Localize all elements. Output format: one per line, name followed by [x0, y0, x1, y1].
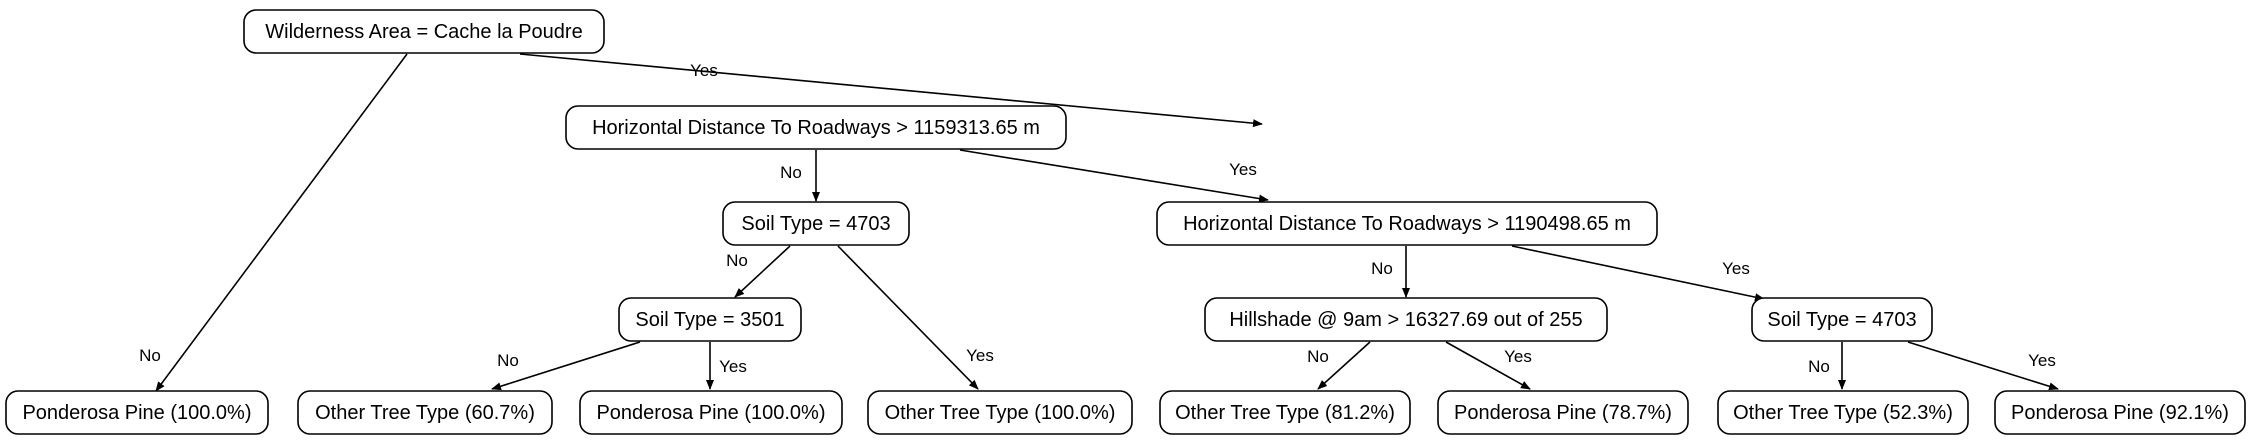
edge-arrow — [491, 341, 641, 391]
node-label: Soil Type = 4703 — [741, 213, 890, 235]
tree-node-soil4703b: Soil Type = 4703 — [1751, 297, 1933, 342]
edge-label: No — [497, 351, 519, 370]
tree-leaf-8: Ponderosa Pine (92.1%) — [1994, 390, 2246, 435]
node-label: Horizontal Distance To Roadways > 115931… — [592, 117, 1040, 139]
node-label: Hillshade @ 9am > 16327.69 out of 255 — [1229, 309, 1582, 331]
edge-soil3501-to-leaf2: No — [491, 341, 641, 391]
edge-hdist1-to-soil4703a: No — [780, 150, 820, 202]
edge-arrow — [1907, 341, 2059, 391]
node-label: Horizontal Distance To Roadways > 119049… — [1183, 213, 1631, 235]
edge-hill-to-leaf5: No — [1307, 341, 1371, 390]
edge-root-to-leaf1: No — [139, 53, 408, 392]
edge-label: No — [1808, 357, 1830, 376]
leaf-label: Other Tree Type (100.0%) — [885, 402, 1116, 424]
leaf-label: Ponderosa Pine (78.7%) — [1454, 402, 1672, 424]
tree-leaf-5: Other Tree Type (81.2%) — [1159, 390, 1411, 435]
edge-hdist1-to-hdist2: Yes — [959, 149, 1269, 203]
tree-leaf-7: Other Tree Type (52.3%) — [1717, 390, 1969, 435]
tree-node-hill: Hillshade @ 9am > 16327.69 out of 255 — [1204, 297, 1608, 342]
edge-label: No — [1307, 347, 1329, 366]
edge-soil3501-to-leaf3: Yes — [706, 342, 747, 390]
tree-leaf-2: Other Tree Type (60.7%) — [297, 390, 553, 435]
edge-label: Yes — [719, 357, 747, 376]
edge-label: No — [726, 251, 748, 270]
edge-arrow — [1445, 341, 1531, 390]
edge-label: Yes — [1229, 160, 1257, 179]
edge-hill-to-leaf6: Yes — [1445, 341, 1532, 390]
edge-arrow — [155, 53, 408, 392]
edge-label: No — [139, 346, 161, 365]
node-label: Wilderness Area = Cache la Poudre — [265, 21, 582, 43]
tree-node-hdist2: Horizontal Distance To Roadways > 119049… — [1156, 201, 1658, 246]
edge-label: Yes — [2028, 351, 2056, 370]
edge-arrow — [519, 53, 1263, 128]
node-label: Soil Type = 4703 — [1767, 309, 1916, 331]
leaf-label: Other Tree Type (60.7%) — [315, 402, 535, 424]
edge-arrow — [837, 245, 979, 390]
edge-arrow — [1317, 341, 1371, 390]
edge-soil4703b-to-leaf7: No — [1808, 342, 1846, 390]
tree-leaf-4: Other Tree Type (100.0%) — [867, 390, 1133, 435]
edge-hdist2-to-hill: No — [1371, 246, 1410, 298]
tree-leaf-1: Ponderosa Pine (100.0%) — [5, 390, 269, 435]
tree-node-hdist1: Horizontal Distance To Roadways > 115931… — [565, 105, 1067, 150]
leaf-label: Ponderosa Pine (100.0%) — [22, 402, 251, 424]
edges-layer: Yes No No Yes No Yes No Yes No Yes No Yes No Yes — [139, 53, 2059, 392]
node-label: Soil Type = 3501 — [635, 309, 784, 331]
tree-node-soil3501: Soil Type = 3501 — [618, 297, 802, 342]
leaf-label: Ponderosa Pine (100.0%) — [596, 402, 825, 424]
leaf-label: Other Tree Type (52.3%) — [1733, 402, 1953, 424]
edge-label: Yes — [1504, 347, 1532, 366]
edge-arrow — [1511, 245, 1765, 302]
edge-label: Yes — [690, 61, 718, 80]
edge-label: No — [1371, 259, 1393, 278]
edge-root-to-hdist1: Yes — [519, 53, 1263, 128]
leaf-label: Ponderosa Pine (92.1%) — [2011, 402, 2229, 424]
tree-leaf-6: Ponderosa Pine (78.7%) — [1437, 390, 1689, 435]
edge-soil4703b-to-leaf8: Yes — [1907, 341, 2059, 391]
edge-soil4703a-to-soil3501: No — [726, 245, 791, 298]
leaf-label: Other Tree Type (81.2%) — [1175, 402, 1395, 424]
edge-arrow — [734, 245, 791, 298]
edge-label: Yes — [966, 346, 994, 365]
edge-arrow — [959, 149, 1269, 203]
edge-hdist2-to-soil4703b: Yes — [1511, 245, 1765, 302]
edge-label: Yes — [1722, 259, 1750, 278]
tree-node-soil4703a: Soil Type = 4703 — [722, 201, 910, 246]
edge-label: No — [780, 163, 802, 182]
tree-leaf-3: Ponderosa Pine (100.0%) — [579, 390, 843, 435]
edge-soil4703a-to-leaf4: Yes — [837, 245, 994, 390]
tree-node-root: Wilderness Area = Cache la Poudre — [243, 9, 605, 54]
